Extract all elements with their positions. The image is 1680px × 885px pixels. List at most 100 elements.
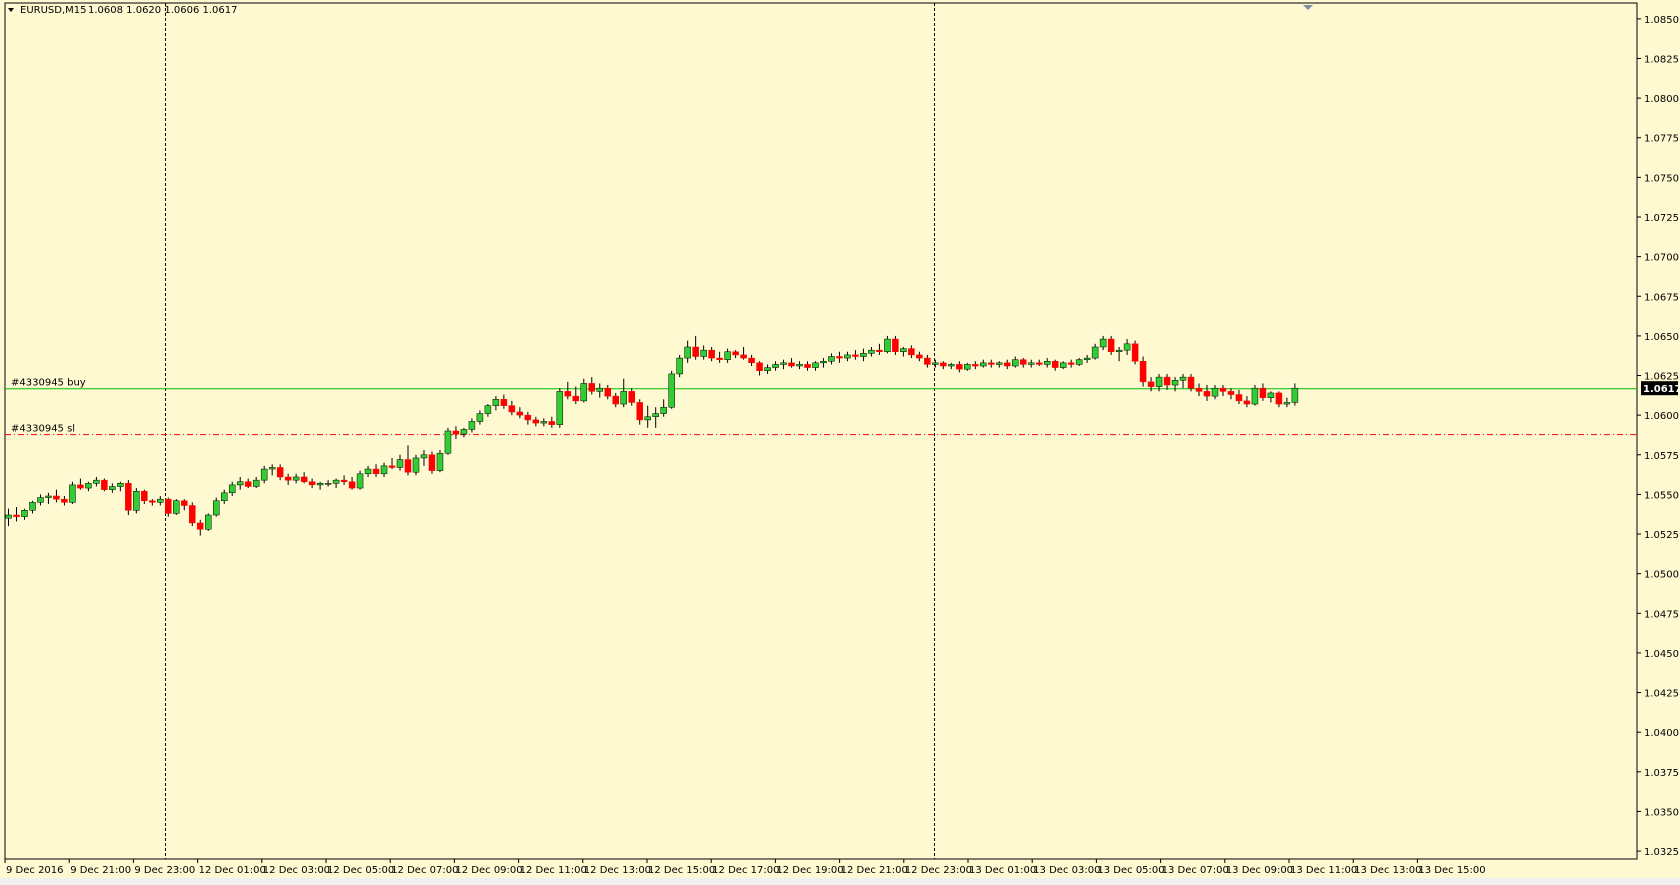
bear-candle	[1219, 387, 1227, 392]
price-tick-label: 1.0375	[1644, 768, 1679, 779]
bear-candle	[612, 395, 619, 405]
bear-candle	[548, 421, 556, 425]
bull-candle	[596, 387, 604, 392]
bull-candle	[292, 476, 300, 481]
time-tick-label: 13 Dec 15:00	[1418, 865, 1485, 876]
bull-candle	[1123, 343, 1131, 351]
price-tick-label: 1.0650	[1644, 332, 1679, 343]
bear-candle	[756, 362, 763, 372]
bear-candle	[916, 354, 923, 359]
bear-candle	[61, 498, 68, 503]
bull-candle	[157, 498, 164, 503]
bull-candle	[316, 483, 324, 486]
bear-candle	[181, 500, 188, 506]
bull-candle	[205, 514, 212, 530]
bull-candle	[868, 349, 875, 354]
bull-candle	[109, 486, 116, 490]
bear-candle	[876, 349, 883, 352]
bull-candle	[492, 399, 500, 406]
bear-candle	[708, 349, 715, 359]
time-axis[interactable]: 9 Dec 2016 9 Dec 21:00 9 Dec 23:00 12 Dec 0…	[4, 859, 1486, 876]
price-tick-label: 1.0825	[1644, 54, 1679, 65]
bear-candle	[892, 338, 899, 352]
price-tick-label: 1.0800	[1644, 94, 1679, 105]
bull-candle	[1171, 380, 1179, 386]
price-axis[interactable]: 1.0850 1.0825 1.0800 1.0775 1.0750 1.0725 1.07…	[1637, 15, 1679, 858]
time-tick-label: 13 Dec 09:00	[1226, 865, 1293, 876]
bull-candle	[21, 510, 28, 517]
bull-candle	[1011, 359, 1019, 367]
bear-candle	[300, 476, 308, 482]
time-tick-label: 12 Dec 03:00	[263, 865, 330, 876]
time-tick-label: 13 Dec 11:00	[1290, 865, 1357, 876]
bear-candle	[1107, 338, 1115, 352]
bull-candle	[85, 483, 92, 489]
bear-candle	[956, 364, 963, 370]
bear-candle	[165, 498, 172, 514]
price-tick-label: 1.0550	[1644, 490, 1679, 501]
time-tick-label: 12 Dec 01:00	[199, 865, 266, 876]
bull-candle	[93, 479, 100, 484]
bull-candle	[644, 416, 651, 421]
bull-candle	[1099, 338, 1107, 348]
bear-candle	[197, 522, 204, 530]
bull-candle	[820, 361, 827, 364]
time-tick-label: 12 Dec 17:00	[712, 865, 779, 876]
bull-candle	[1059, 362, 1067, 368]
bear-candle	[636, 402, 643, 421]
price-tag-box	[1641, 381, 1678, 396]
bottom-strip	[0, 878, 1680, 885]
bull-candle	[724, 351, 731, 360]
bear-candle	[1139, 361, 1147, 383]
bull-candle	[764, 367, 771, 372]
bull-candle	[1091, 346, 1099, 359]
price-tick-label: 1.0475	[1644, 609, 1679, 620]
price-tick-label: 1.0525	[1644, 530, 1679, 541]
bull-candle	[676, 357, 683, 375]
bear-candle	[716, 357, 723, 360]
bull-candle	[212, 500, 220, 516]
price-tick-label: 1.0625	[1644, 372, 1679, 383]
bear-candle	[1203, 391, 1211, 397]
bear-candle	[588, 383, 596, 392]
time-tick-label: 12 Dec 09:00	[455, 865, 522, 876]
time-tick-label: 12 Dec 21:00	[841, 865, 908, 876]
bull-candle	[620, 391, 627, 405]
plot-area[interactable]	[4, 2, 1638, 860]
bull-candle	[332, 479, 340, 484]
price-tick-label: 1.0450	[1644, 649, 1679, 660]
bull-candle	[1115, 349, 1123, 352]
bull-candle	[540, 421, 548, 424]
bull-candle	[948, 364, 955, 367]
bear-candle	[53, 495, 60, 500]
bear-candle	[1195, 387, 1203, 392]
bear-candle	[125, 483, 132, 511]
bear-candle	[524, 414, 532, 421]
bull-candle	[436, 452, 444, 471]
bear-candle	[1067, 362, 1075, 365]
triangle-down-icon[interactable]	[8, 8, 14, 12]
bull-candle	[660, 406, 667, 414]
bull-candle	[45, 495, 52, 498]
bull-candle	[772, 364, 779, 368]
bull-candle	[1083, 357, 1091, 360]
bull-candle	[173, 500, 180, 514]
bear-candle	[1227, 391, 1235, 395]
time-tick-label: 12 Dec 13:00	[584, 865, 651, 876]
time-tick-label: 9 Dec 21:00	[70, 865, 131, 876]
price-tag-label: 1.0617	[1643, 384, 1680, 395]
candles-group	[5, 335, 1299, 536]
price-tick-label: 1.0850	[1644, 15, 1679, 26]
bear-candle	[500, 399, 508, 406]
buy-order-label: #4330945 buy	[11, 378, 86, 389]
bull-candle	[1179, 376, 1187, 381]
price-tick-label: 1.0425	[1644, 689, 1679, 700]
price-tick-label: 1.0400	[1644, 728, 1679, 739]
bull-candle	[460, 429, 468, 435]
current-price-tag: 1.0617	[1641, 381, 1680, 396]
triangle-down-marker-icon[interactable]	[1303, 5, 1313, 10]
bull-candle	[29, 502, 36, 511]
bear-candle	[284, 476, 292, 481]
